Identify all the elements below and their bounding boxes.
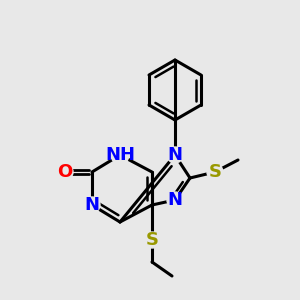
Circle shape: [167, 147, 183, 163]
Text: S: S: [146, 231, 158, 249]
Text: NH: NH: [105, 146, 135, 164]
Circle shape: [111, 146, 129, 164]
Text: N: N: [167, 146, 182, 164]
Circle shape: [167, 192, 183, 208]
Text: S: S: [208, 163, 221, 181]
Circle shape: [57, 164, 73, 180]
Text: N: N: [85, 196, 100, 214]
Circle shape: [84, 197, 100, 213]
Circle shape: [207, 164, 223, 180]
Text: O: O: [57, 163, 73, 181]
Circle shape: [144, 232, 160, 248]
Text: N: N: [167, 191, 182, 209]
